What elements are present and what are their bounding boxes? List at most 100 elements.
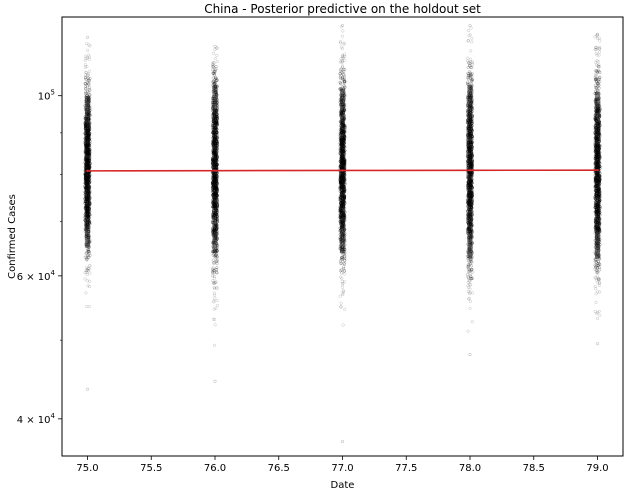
sample-point	[85, 233, 89, 237]
sample-point	[341, 123, 345, 127]
sample-point	[338, 237, 342, 241]
sample-point	[339, 102, 343, 106]
sample-point	[342, 102, 346, 106]
sample-point	[340, 164, 344, 168]
sample-point	[86, 253, 90, 257]
sample-point	[468, 74, 472, 78]
sample-point	[85, 42, 89, 46]
sample-point	[211, 100, 215, 104]
sample-point	[340, 24, 345, 28]
posterior-samples	[83, 24, 602, 444]
sample-point	[339, 98, 343, 103]
sample-point	[84, 54, 88, 58]
sample-point	[340, 34, 344, 38]
sample-point	[215, 268, 219, 272]
sample-point	[88, 195, 92, 199]
sample-point	[214, 76, 218, 80]
sample-point	[466, 56, 470, 60]
sample-point	[342, 265, 346, 269]
sample-point	[212, 224, 216, 228]
sample-point	[470, 36, 474, 40]
sample-point	[88, 108, 92, 113]
sample-point	[342, 237, 347, 241]
sample-point	[213, 126, 217, 130]
sample-point	[343, 67, 347, 71]
sample-point	[84, 232, 88, 236]
sample-point	[86, 166, 90, 170]
sample-point	[342, 107, 347, 111]
sample-point	[85, 202, 89, 206]
sample-point	[87, 100, 91, 104]
sample-point	[343, 247, 347, 251]
sample-point	[85, 107, 89, 112]
sample-point	[339, 128, 343, 132]
sample-point	[213, 236, 217, 240]
sample-point	[85, 130, 90, 134]
sample-point	[211, 96, 216, 101]
sample-point	[212, 269, 216, 273]
sample-point	[211, 233, 215, 237]
sample-point	[213, 241, 217, 245]
sample-point	[85, 185, 89, 189]
sample-point	[214, 141, 218, 145]
sample-point	[85, 111, 89, 115]
sample-point	[211, 270, 215, 274]
sample-point	[340, 112, 344, 116]
sample-point	[214, 87, 218, 91]
sample-point	[338, 40, 343, 44]
sample-point	[86, 73, 90, 77]
sample-point	[87, 110, 91, 114]
sample-point	[211, 267, 215, 271]
sample-point	[84, 132, 88, 136]
sample-point	[339, 236, 343, 241]
sample-point	[88, 185, 92, 189]
sample-point	[212, 100, 216, 104]
sample-point	[214, 234, 218, 238]
sample-point	[213, 281, 217, 285]
sample-point	[86, 229, 90, 233]
sample-point	[215, 171, 219, 175]
sample-point	[339, 67, 343, 71]
sample-point	[88, 113, 92, 117]
sample-point	[87, 105, 91, 109]
sample-point	[85, 148, 89, 153]
sample-point	[211, 65, 215, 69]
sample-point	[86, 235, 90, 239]
sample-point	[215, 303, 220, 307]
sample-point	[215, 243, 219, 248]
sample-point	[213, 68, 217, 72]
sample-point	[84, 178, 88, 182]
sample-point	[87, 82, 91, 86]
sample-point	[85, 100, 89, 104]
y-tick-label: 6 × 104	[17, 269, 56, 283]
sample-point	[215, 262, 219, 266]
sample-point	[339, 74, 343, 78]
sample-point	[339, 162, 343, 166]
sample-point	[211, 215, 215, 219]
sample-point	[211, 136, 215, 140]
sample-point	[343, 239, 347, 243]
sample-point	[342, 261, 346, 265]
sample-point	[342, 141, 347, 145]
sample-point	[341, 191, 345, 195]
sample-point	[88, 173, 92, 177]
sample-point	[213, 69, 217, 73]
sample-point	[211, 253, 215, 257]
sample-point	[212, 286, 216, 290]
sample-point	[87, 79, 91, 83]
sample-point	[341, 122, 345, 126]
sample-point	[340, 258, 344, 262]
sample-point	[339, 228, 343, 232]
sample-point	[215, 46, 219, 50]
sample-point	[84, 236, 88, 240]
sample-point	[214, 92, 219, 96]
sample-point	[87, 43, 91, 47]
sample-point	[595, 342, 600, 346]
sample-point	[343, 85, 347, 89]
sample-point	[88, 44, 92, 48]
sample-point	[211, 246, 216, 250]
sample-point	[84, 99, 89, 103]
sample-point	[342, 238, 346, 242]
sample-point	[88, 105, 92, 109]
sample-point	[84, 77, 88, 82]
